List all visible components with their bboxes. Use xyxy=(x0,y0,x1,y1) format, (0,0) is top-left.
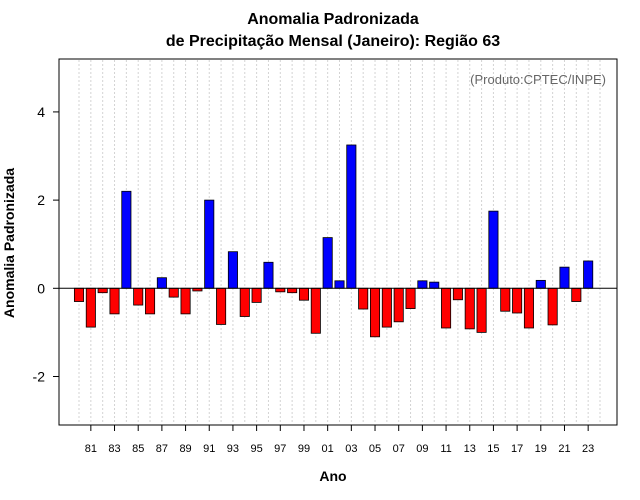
bar-2014 xyxy=(476,287,487,333)
bar-2022 xyxy=(571,287,582,302)
bar-2001 xyxy=(322,237,333,289)
bar-2007 xyxy=(393,287,404,323)
x-tick-label: 13 xyxy=(464,443,476,455)
bar-2011 xyxy=(441,287,452,329)
x-tick-label: 97 xyxy=(274,443,286,455)
bar-2013 xyxy=(464,287,475,330)
bar-1986 xyxy=(145,287,156,315)
plot-frame xyxy=(58,58,618,426)
x-tick-label: 03 xyxy=(345,443,357,455)
x-tick-label: 07 xyxy=(393,443,405,455)
x-tick-label: 83 xyxy=(108,443,120,455)
bar-2019 xyxy=(535,279,546,289)
x-tick-label: 99 xyxy=(298,443,310,455)
x-tick-label: 11 xyxy=(440,443,451,455)
bar-1989 xyxy=(180,287,191,315)
x-axis: 81 83 85 87 89 91 93 95 97 99 01 03 05 07 09 11 13 15 17 19… xyxy=(85,425,594,455)
x-tick-label: 19 xyxy=(535,443,547,455)
y-axis-title: Anomalia Padronizada xyxy=(1,168,17,318)
y-tick-label: 4 xyxy=(37,104,45,120)
bar-1985 xyxy=(133,287,144,306)
bar-2018 xyxy=(523,287,534,329)
y-axis: -2 0 2 4 xyxy=(33,104,59,384)
bar-1984 xyxy=(121,190,132,289)
bar-1998 xyxy=(287,287,298,294)
x-tick-label: 81 xyxy=(85,443,97,455)
bar-1993 xyxy=(227,251,238,289)
bar-2004 xyxy=(358,287,369,310)
chart-subtitle: de Precipitação Mensal (Janeiro): Região… xyxy=(166,33,500,50)
bar-2003 xyxy=(346,144,357,289)
bar-2023 xyxy=(583,260,594,289)
bar-2006 xyxy=(381,287,392,328)
x-tick-label: 95 xyxy=(250,443,262,455)
x-tick-label: 85 xyxy=(132,443,144,455)
x-tick-label: 05 xyxy=(369,443,381,455)
bar-2015 xyxy=(488,210,499,289)
bar-2005 xyxy=(370,287,381,338)
x-tick-label: 21 xyxy=(558,443,570,455)
bar-2008 xyxy=(405,287,416,309)
bar-1991 xyxy=(204,199,215,289)
bars-layer xyxy=(73,144,594,338)
bar-1994 xyxy=(239,287,250,317)
bar-2020 xyxy=(547,287,558,326)
chart-annotation: (Produto:CPTEC/INPE) xyxy=(470,72,606,87)
bar-2002 xyxy=(334,280,345,289)
bar-1999 xyxy=(298,287,309,301)
x-tick-label: 89 xyxy=(179,443,191,455)
bar-1980 xyxy=(73,287,85,302)
x-tick-label: 01 xyxy=(322,443,334,455)
y-tick-label: 0 xyxy=(37,280,45,296)
bar-1987 xyxy=(156,277,167,289)
bar-1992 xyxy=(216,287,227,325)
bar-2012 xyxy=(452,287,463,301)
bar-2017 xyxy=(512,287,523,314)
x-tick-label: 15 xyxy=(487,443,499,455)
x-tick-label: 23 xyxy=(582,443,594,455)
bar-1983 xyxy=(109,287,120,315)
bar-1988 xyxy=(168,287,179,298)
x-tick-label: 93 xyxy=(227,443,239,455)
bar-2021 xyxy=(559,266,570,289)
bar-1997 xyxy=(275,287,286,293)
bar-2000 xyxy=(310,287,321,334)
y-tick-label: -2 xyxy=(33,368,46,384)
y-tick-label: 2 xyxy=(37,192,45,208)
bar-1995 xyxy=(251,287,262,303)
x-tick-label: 09 xyxy=(416,443,428,455)
bar-1982 xyxy=(97,287,108,294)
x-axis-title: Ano xyxy=(319,468,346,484)
chart-title: Anomalia Padronizada xyxy=(247,11,419,28)
x-tick-label: 17 xyxy=(511,443,523,455)
bar-1981 xyxy=(85,287,96,328)
x-tick-label: 87 xyxy=(156,443,168,455)
x-tick-label: 91 xyxy=(203,443,215,455)
grid-layer xyxy=(78,60,601,424)
bar-2016 xyxy=(500,287,511,312)
bar-1996 xyxy=(263,261,274,289)
bar-2009 xyxy=(417,280,428,289)
bar-2010 xyxy=(429,281,440,289)
